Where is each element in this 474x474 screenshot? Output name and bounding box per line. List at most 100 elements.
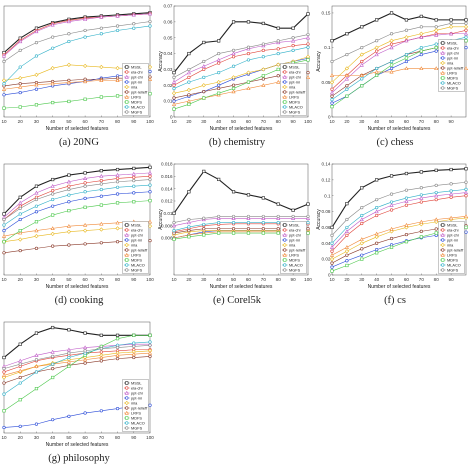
chart-g-data-point [99,359,103,363]
chart-g-series-7 [2,333,152,413]
chart-c-data-point [404,59,409,64]
chart-d-data-point [82,228,88,233]
chart-b-data-point [306,58,310,62]
chart-e-data-point [231,190,236,194]
chart-c-data-point [345,84,349,88]
chart-b-xtick-label: 50 [231,119,237,124]
chart-f-data-point [449,195,453,199]
chart-d-data-point [99,241,103,245]
chart-g-series-line [3,350,151,378]
chart-d-data-point [148,199,152,203]
chart-b-data-point [202,75,206,79]
chart-g-series-line [3,349,150,373]
chart-f-data-point [375,241,379,245]
chart-f-xtick-label: 80 [434,277,440,282]
chart-g-legend-label: ppt-chi [131,390,143,395]
chart-e-legend-label: MLACO [289,262,303,267]
chart-a-series-line [3,25,151,84]
chart-a-series-8 [2,24,152,86]
chart-g-legend-marker [125,396,129,400]
chart-c-data-point [419,35,424,39]
chart-c-xlabel: Number of selected features [368,126,431,132]
chart-f-data-point [464,230,468,234]
chart-a-data-point [18,90,22,95]
chart-g-xtick-label: 30 [34,435,40,440]
chart-d-series-3 [2,190,152,233]
chart-b-data-point [261,55,265,59]
chart-g-data-point [2,409,6,413]
chart-a-data-point [99,64,104,70]
chart-e-data-point [231,220,236,225]
chart-g-series-line [3,343,150,367]
chart-d-data-point [83,171,87,175]
chart-d-data-point [83,190,87,194]
chart-f-data-point [330,249,334,253]
chart-f-data-point [464,180,468,184]
chart-e-legend-label: MGFS [289,267,301,272]
chart-b-legend-label: ela-chi [289,69,301,74]
chart-e-xtick-label: 100 [304,277,312,282]
chart-b-data-point [186,87,192,93]
chart-g-data-point [83,345,88,350]
chart-b-legend-marker [283,65,287,69]
chart-a-data-point [18,84,23,89]
chart-c-series-line [331,33,466,93]
chart-g-data-point [18,424,22,428]
chart-f-data-point [463,214,469,218]
chart-e-data-point [172,237,176,241]
chart-c-data-point [389,38,394,43]
chart-d-data-point [115,180,120,184]
chart-d-series-8 [2,183,152,227]
chart-f-legend-marker [441,223,445,227]
chart-d-data-point [67,209,71,213]
chart-a-series-9 [2,19,152,64]
chart-d-data-point [18,212,22,216]
chart-g-series-line [3,341,151,395]
chart-b-data-point [231,20,236,24]
chart-f-data-point [374,234,379,240]
chart-f-data-point [404,171,409,176]
chart-c-legend-label: LRFS [447,70,457,75]
chart-a-data-point [34,103,39,107]
chart-e-data-point [276,216,281,220]
chart-f-legend-label: ela-chi [447,227,459,232]
chart-b-xtick-label: 40 [216,119,222,124]
chart-b-data-point [276,26,280,30]
chart-c-xtick-label: 60 [404,119,410,124]
chart-f-ytick-label: 0.02 [322,257,331,262]
chart-c-legend-marker [441,81,445,85]
chart-f-legend-label: MSSL [447,222,458,227]
chart-d-legend-marker [124,252,129,257]
chart-c-xtick-label: 80 [434,119,440,124]
chart-b-data-point [276,39,280,43]
chart-d-data-point [18,200,23,205]
chart-f-data-point [345,202,349,206]
chart-a-data-point [83,97,87,101]
chart-g-legend-marker [124,410,129,415]
chart-f-legend-label: mla [447,242,454,247]
chart-b-data-point [231,51,236,56]
chart-d-series-line [3,172,151,218]
chart-f-legend-marker [441,248,445,252]
chart-c-data-point [419,66,424,71]
chart-e-xtick-label: 20 [186,277,192,282]
chart-d-xtick-label: 40 [50,277,56,282]
chart-e-data-point [276,220,280,225]
chart-a-data-point [148,19,152,24]
chart-d-legend-label: MLACO [131,262,145,267]
chart-f-data-point [345,259,349,263]
chart-g-xtick-label: 90 [131,435,137,440]
chart-b-data-point [246,51,251,56]
chart-a-data-point [132,22,136,26]
chart-g-data-point [115,345,120,350]
chart-d-data-point [67,173,71,177]
chart-c-ytick-label: 0 [328,115,331,120]
chart-d-xtick-label: 60 [83,277,89,282]
chart-b-data-point [246,86,251,91]
chart-e-xlabel: Number of selected features [210,284,273,290]
chart-g-series-line [3,335,150,412]
chart-f-data-point [360,221,364,226]
chart-c-series-2 [329,31,469,95]
chart-e-ytick-label: 0.006 [161,236,173,241]
chart-e-data-point [261,231,265,235]
